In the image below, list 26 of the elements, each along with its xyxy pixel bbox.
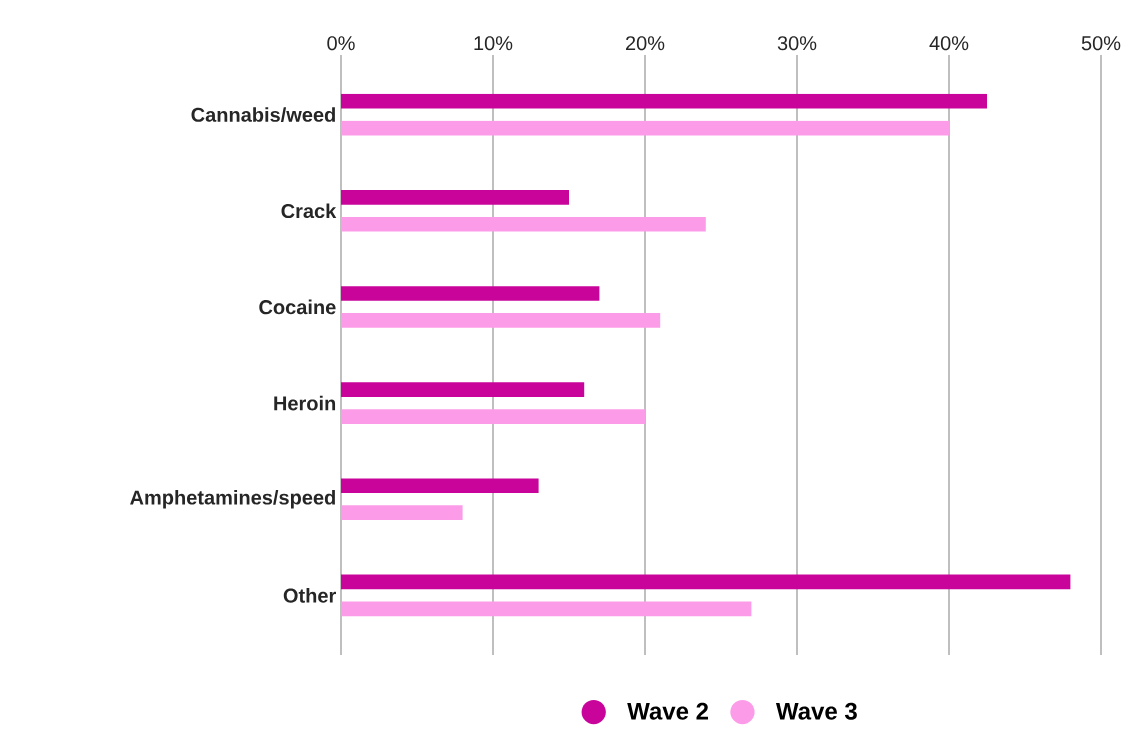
y-tick-label: Crack	[281, 203, 337, 219]
y-tick-label: Amphetamines/speed	[130, 489, 335, 509]
x-tick-label: 0%	[327, 36, 355, 51]
y-tick-label: Heroin	[274, 395, 336, 411]
y-tick-label: Cocaine	[259, 299, 336, 315]
bar	[341, 120, 949, 136]
bar	[341, 505, 463, 521]
bar	[341, 313, 661, 328]
bar	[341, 478, 539, 494]
x-tick-label: 30%	[777, 36, 817, 51]
x-tick-label: 40%	[929, 36, 969, 51]
bar	[341, 574, 1071, 590]
y-tick-label: Other	[283, 588, 336, 603]
bar	[341, 189, 569, 205]
x-tick-label: 20%	[625, 36, 665, 51]
y-tick-label: Cannabis/weed	[191, 107, 335, 123]
x-tick-label: 10%	[474, 36, 513, 51]
bar	[341, 286, 600, 301]
legend-label: Wave 3	[775, 702, 857, 720]
legend-label: Wave 2	[627, 702, 709, 720]
x-tick-label: 50%	[1081, 36, 1121, 51]
bar	[341, 216, 706, 232]
bar	[341, 93, 987, 109]
bar	[341, 601, 752, 617]
bar	[341, 382, 585, 397]
bar	[341, 409, 645, 424]
